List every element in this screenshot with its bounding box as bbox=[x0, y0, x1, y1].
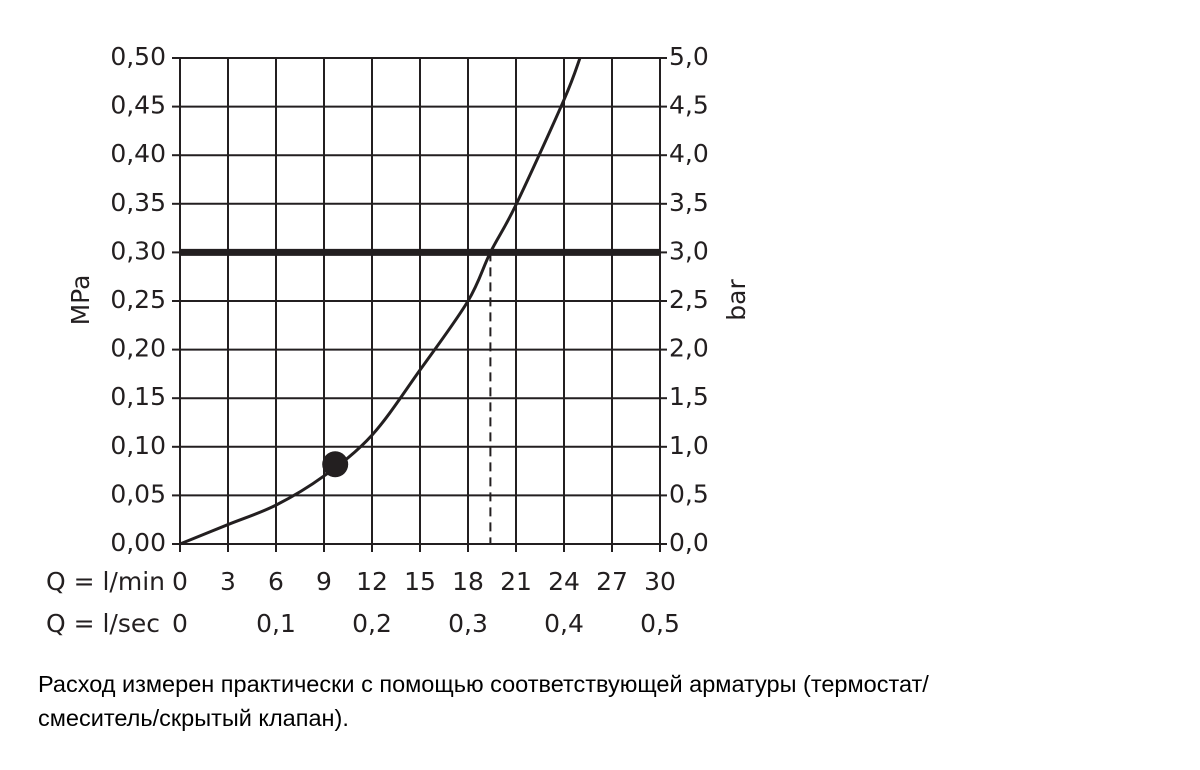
operating-point bbox=[322, 451, 349, 478]
y-tick-label: 0,30 bbox=[110, 236, 166, 265]
x-tick-label: 6 bbox=[268, 567, 284, 596]
x-tick-label: 12 bbox=[356, 567, 388, 596]
x-tick-label: 24 bbox=[548, 567, 580, 596]
x-axis-label: Q = l/min bbox=[46, 567, 165, 596]
y2-tick-label: 2,5 bbox=[669, 285, 709, 314]
y2-tick-label: 3,5 bbox=[669, 188, 709, 217]
y2-tick-label: 2,0 bbox=[669, 334, 709, 363]
x-tick-label: 18 bbox=[452, 567, 484, 596]
curve bbox=[179, 57, 582, 546]
y-tick-label: 0,20 bbox=[110, 334, 166, 363]
y-tick-label: 0,45 bbox=[110, 91, 166, 120]
x-tick-label: 3 bbox=[220, 567, 236, 596]
y-tick-label: 0,00 bbox=[110, 528, 166, 557]
x-tick-label: 27 bbox=[596, 567, 628, 596]
x2-tick-label: 0,2 bbox=[352, 609, 392, 638]
y2-axis-label: bar bbox=[722, 279, 751, 321]
y2-tick-label: 0,0 bbox=[669, 528, 709, 557]
y-tick-label: 0,15 bbox=[110, 382, 166, 411]
y-tick-label: 0,25 bbox=[110, 285, 166, 314]
y2-tick-label: 0,5 bbox=[669, 479, 709, 508]
y2-tick-label: 3,0 bbox=[669, 236, 709, 265]
y2-tick-label: 1,0 bbox=[669, 431, 709, 460]
y-axis-label: MPa bbox=[66, 275, 95, 326]
y-tick-label: 0,40 bbox=[110, 139, 166, 168]
x2-tick-label: 0,3 bbox=[448, 609, 488, 638]
x-tick-label: 15 bbox=[404, 567, 436, 596]
y2-tick-label: 4,5 bbox=[669, 91, 709, 120]
x2-tick-label: 0 bbox=[172, 609, 188, 638]
y-tick-label: 0,05 bbox=[110, 479, 166, 508]
plot-frame bbox=[179, 57, 661, 545]
y-tick-label: 0,35 bbox=[110, 188, 166, 217]
x-tick-label: 21 bbox=[500, 567, 532, 596]
x-tick-label: 0 bbox=[172, 567, 188, 596]
caption-line: смеситель/скрытый клапан). bbox=[38, 705, 349, 731]
x2-tick-label: 0,1 bbox=[256, 609, 296, 638]
y-tick-label: 0,10 bbox=[110, 431, 166, 460]
x2-axis-label: Q = l/sec bbox=[46, 609, 160, 638]
y2-tick-label: 5,0 bbox=[669, 42, 709, 71]
y2-tick-label: 4,0 bbox=[669, 139, 709, 168]
x-tick-label: 9 bbox=[316, 567, 332, 596]
y-tick-label: 0,50 bbox=[110, 42, 166, 71]
x2-tick-label: 0,5 bbox=[640, 609, 680, 638]
y2-tick-label: 1,5 bbox=[669, 382, 709, 411]
x-tick-label: 30 bbox=[644, 567, 676, 596]
x2-tick-label: 0,4 bbox=[544, 609, 584, 638]
caption-line: Расход измерен практически с помощью соо… bbox=[38, 671, 929, 697]
